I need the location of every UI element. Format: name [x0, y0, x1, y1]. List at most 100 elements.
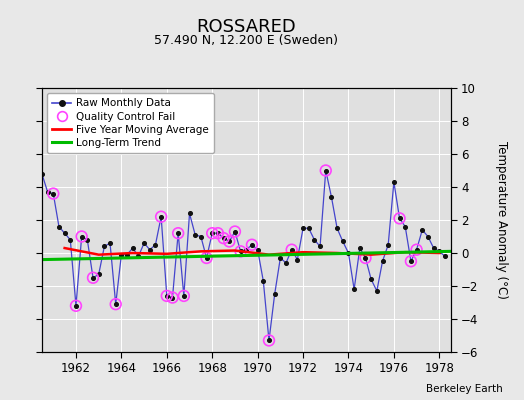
- Text: 57.490 N, 12.200 E (Sweden): 57.490 N, 12.200 E (Sweden): [154, 34, 339, 47]
- Point: [288, 246, 296, 253]
- Point: [293, 256, 302, 263]
- Point: [202, 255, 211, 261]
- Point: [128, 245, 137, 251]
- Point: [276, 255, 285, 261]
- Point: [265, 337, 273, 344]
- Point: [390, 179, 398, 185]
- Point: [185, 210, 194, 217]
- Point: [265, 337, 273, 344]
- Point: [412, 246, 421, 253]
- Point: [60, 230, 69, 236]
- Point: [322, 167, 330, 174]
- Point: [78, 233, 86, 240]
- Point: [123, 252, 131, 258]
- Point: [214, 230, 222, 236]
- Point: [94, 271, 103, 278]
- Point: [78, 233, 86, 240]
- Point: [316, 243, 324, 250]
- Point: [361, 255, 369, 261]
- Point: [72, 302, 80, 309]
- Point: [231, 228, 239, 235]
- Point: [146, 246, 154, 253]
- Point: [361, 255, 369, 261]
- Point: [89, 274, 97, 281]
- Point: [333, 225, 341, 232]
- Point: [231, 228, 239, 235]
- Point: [435, 248, 443, 254]
- Point: [168, 294, 177, 301]
- Point: [112, 301, 120, 307]
- Point: [89, 274, 97, 281]
- Point: [100, 243, 108, 250]
- Point: [157, 214, 166, 220]
- Point: [208, 230, 216, 236]
- Text: ROSSARED: ROSSARED: [196, 18, 296, 36]
- Point: [225, 238, 234, 245]
- Point: [299, 225, 307, 232]
- Point: [339, 238, 347, 245]
- Point: [208, 230, 216, 236]
- Point: [168, 294, 177, 301]
- Point: [367, 276, 375, 282]
- Point: [328, 194, 336, 200]
- Point: [174, 230, 182, 236]
- Point: [117, 252, 126, 258]
- Point: [180, 293, 188, 299]
- Point: [72, 302, 80, 309]
- Point: [396, 215, 404, 222]
- Point: [407, 258, 415, 264]
- Point: [162, 293, 171, 299]
- Point: [151, 242, 160, 248]
- Point: [288, 246, 296, 253]
- Point: [384, 242, 392, 248]
- Y-axis label: Temperature Anomaly (°C): Temperature Anomaly (°C): [495, 141, 508, 299]
- Point: [162, 293, 171, 299]
- Point: [356, 245, 364, 251]
- Point: [134, 253, 143, 260]
- Point: [225, 238, 234, 245]
- Point: [242, 246, 250, 253]
- Point: [310, 237, 319, 243]
- Point: [112, 301, 120, 307]
- Point: [282, 260, 290, 266]
- Point: [248, 242, 256, 248]
- Point: [83, 237, 92, 243]
- Point: [38, 170, 46, 177]
- Point: [180, 293, 188, 299]
- Point: [236, 248, 245, 254]
- Point: [441, 253, 449, 260]
- Point: [191, 232, 200, 238]
- Point: [140, 240, 148, 246]
- Point: [174, 230, 182, 236]
- Point: [66, 237, 74, 243]
- Point: [407, 258, 415, 264]
- Point: [49, 190, 58, 197]
- Point: [350, 286, 358, 292]
- Point: [43, 189, 52, 195]
- Text: Berkeley Earth: Berkeley Earth: [427, 384, 503, 394]
- Point: [304, 225, 313, 232]
- Point: [196, 233, 205, 240]
- Point: [220, 235, 228, 241]
- Point: [270, 291, 279, 298]
- Point: [236, 248, 245, 254]
- Point: [378, 258, 387, 264]
- Point: [49, 190, 58, 197]
- Point: [430, 245, 438, 251]
- Point: [322, 167, 330, 174]
- Point: [55, 223, 63, 230]
- Point: [401, 223, 409, 230]
- Point: [424, 233, 432, 240]
- Point: [220, 235, 228, 241]
- Point: [157, 214, 166, 220]
- Point: [254, 246, 262, 253]
- Point: [106, 240, 114, 246]
- Point: [214, 230, 222, 236]
- Legend: Raw Monthly Data, Quality Control Fail, Five Year Moving Average, Long-Term Tren: Raw Monthly Data, Quality Control Fail, …: [47, 93, 214, 153]
- Point: [418, 227, 427, 233]
- Point: [248, 242, 256, 248]
- Point: [412, 246, 421, 253]
- Point: [259, 278, 267, 284]
- Point: [373, 288, 381, 294]
- Point: [202, 255, 211, 261]
